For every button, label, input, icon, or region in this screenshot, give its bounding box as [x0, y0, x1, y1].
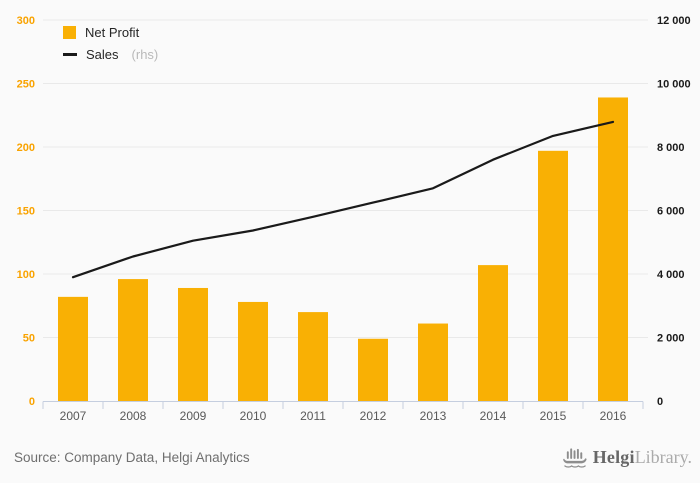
bar-2009 [178, 287, 208, 401]
bar-2016 [598, 97, 628, 401]
footer: Source: Company Data, Helgi Analytics He… [0, 438, 700, 483]
sales-line [71, 120, 615, 279]
x-tick-label-2013: 2013 [420, 409, 447, 423]
line-swatch-icon [63, 53, 77, 56]
bar-2015 [538, 150, 568, 401]
left-axis-label-200: 200 [17, 142, 35, 154]
x-tick-label-2014: 2014 [480, 409, 507, 423]
x-tick-label-2016: 2016 [600, 409, 627, 423]
legend-label-rhs: (rhs) [131, 47, 159, 62]
bar-2013 [418, 323, 448, 401]
x-tick-label-2010: 2010 [240, 409, 267, 423]
left-axis-label-0: 0 [29, 396, 35, 408]
x-tick-label-2008: 2008 [120, 409, 147, 423]
x-tick-label-2011: 2011 [300, 409, 326, 423]
x-tick-label-2015: 2015 [540, 409, 567, 423]
left-axis-label-300: 300 [17, 15, 35, 27]
logo-text-helgi: Helgi [592, 447, 635, 467]
right-axis-label-0: 0 [657, 396, 663, 408]
legend: Net Profit Sales (rhs) [63, 25, 158, 62]
bar-2008 [118, 279, 148, 401]
legend-item-sales[interactable]: Sales (rhs) [63, 47, 158, 62]
left-axis-label-250: 250 [17, 79, 35, 91]
legend-label-sales: Sales [86, 47, 119, 62]
left-axis-label-150: 150 [17, 206, 35, 218]
chart-area: 2007 2008 2009 2010 2011 2012 2013 2014 2015 2016… [17, 15, 691, 423]
source-attribution: Source: Company Data, Helgi Analytics [14, 450, 250, 465]
right-axis-label-5: 10 000 [657, 79, 691, 91]
x-tick-label-2012: 2012 [360, 409, 387, 423]
logo-text-library: Library. [634, 447, 692, 467]
right-axis-label-1: 2 000 [657, 333, 685, 345]
bar-2012 [358, 338, 388, 401]
bar-2014 [478, 265, 508, 401]
viking-ship-barchart-icon [562, 448, 587, 468]
legend-label-net-profit: Net Profit [85, 25, 140, 40]
bar-2011 [298, 312, 328, 401]
bar-2010 [238, 301, 268, 401]
legend-item-net-profit[interactable]: Net Profit [63, 25, 158, 40]
right-axis-label-6: 12 000 [657, 15, 691, 27]
net-profit-sales-chart: 2007 2008 2009 2010 2011 2012 2013 2014 2015 2016… [17, 15, 691, 423]
x-tick-label-2007: 2007 [60, 409, 87, 423]
right-axis-label-3: 6 000 [657, 206, 685, 218]
left-axis-label-100: 100 [17, 269, 35, 281]
bar-2007 [58, 296, 88, 401]
right-axis-label-2: 4 000 [657, 269, 685, 281]
helgi-library-logo[interactable]: HelgiLibrary. [562, 444, 692, 470]
left-axis-label-50: 50 [23, 333, 35, 345]
right-axis-label-4: 8 000 [657, 142, 685, 154]
x-tick-label-2009: 2009 [180, 409, 207, 423]
bar-swatch-icon [63, 26, 76, 39]
